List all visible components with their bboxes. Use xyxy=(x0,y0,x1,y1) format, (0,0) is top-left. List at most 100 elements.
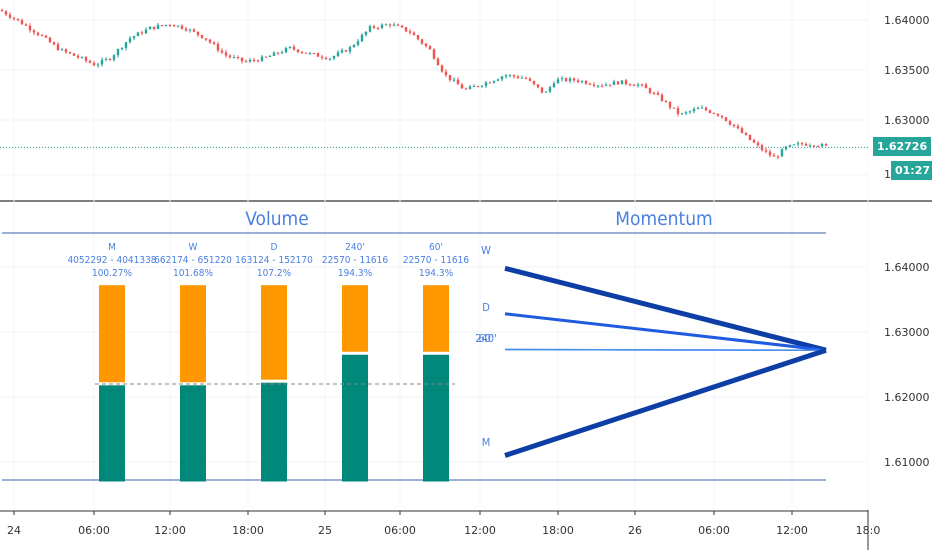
candle-body xyxy=(356,41,360,45)
candle-body xyxy=(616,81,620,85)
candle-body xyxy=(308,53,312,55)
volume-bar-teal xyxy=(261,382,287,482)
candle-body xyxy=(240,57,244,62)
candle-body xyxy=(628,83,632,86)
candle-body xyxy=(160,25,164,27)
momentum-line xyxy=(504,265,827,353)
volume-label-pct: 194.3% xyxy=(338,268,373,279)
candle-body xyxy=(740,128,744,134)
momentum-series-label: D xyxy=(482,301,490,314)
candle-body xyxy=(632,85,636,87)
candle-body xyxy=(96,64,100,66)
candle-body xyxy=(448,75,452,81)
candle-body xyxy=(220,50,224,53)
candle-body xyxy=(512,75,516,77)
time-tick-label: 12:00 xyxy=(464,524,496,537)
candle-body xyxy=(32,30,36,33)
volume-title: Volume xyxy=(245,208,308,230)
volume-label-range: 22570 - 11616 xyxy=(322,255,388,266)
candle-body xyxy=(400,25,404,28)
candle-body xyxy=(16,18,20,21)
candle-body xyxy=(548,87,552,92)
candle-body xyxy=(736,126,740,129)
candle-body xyxy=(460,84,464,89)
price-tick-label: 1.63500 xyxy=(884,64,930,77)
candle-body xyxy=(188,29,192,31)
candle-body xyxy=(320,56,324,58)
candle-body xyxy=(604,84,608,86)
time-tick-label: 24 xyxy=(7,524,21,537)
candle-body xyxy=(792,144,796,146)
current-price-badge: 1.62726 xyxy=(873,137,932,157)
candle-body xyxy=(260,56,264,62)
candle-body xyxy=(68,51,72,54)
candle-body xyxy=(144,29,148,34)
candle-body xyxy=(452,79,456,81)
candle-body xyxy=(680,113,684,115)
candle-body xyxy=(360,34,364,42)
candle-body xyxy=(56,44,60,51)
candle-body xyxy=(212,42,216,45)
candle-body xyxy=(208,39,212,43)
candle-body xyxy=(336,52,340,57)
candle-body xyxy=(668,101,672,108)
candle-body xyxy=(224,52,228,56)
candle-body xyxy=(788,144,792,147)
price-tick-label: 1.63000 xyxy=(884,326,930,339)
candle-body xyxy=(276,52,280,54)
volume-label-range: 662174 - 651220 xyxy=(154,255,232,266)
candle-body xyxy=(568,78,572,82)
candle-body xyxy=(724,117,728,122)
volume-label-pct: 107.2% xyxy=(257,268,292,279)
candle-body xyxy=(156,25,160,29)
candle-body xyxy=(4,11,8,15)
candle-body xyxy=(624,80,628,84)
candle-body xyxy=(324,57,328,60)
momentum-series-label: M xyxy=(482,436,491,449)
time-tick-label: 25 xyxy=(318,524,332,537)
candle-body xyxy=(820,144,824,147)
candle-body xyxy=(756,142,760,146)
candle-body xyxy=(532,80,536,85)
candle-body xyxy=(476,86,480,88)
candle-body xyxy=(340,50,344,53)
candle-body xyxy=(456,79,460,85)
candle-body xyxy=(92,62,96,66)
candle-body xyxy=(652,92,656,94)
candle-body xyxy=(772,155,776,157)
momentum-series-label: W xyxy=(481,244,491,257)
candle-body xyxy=(816,145,820,147)
candle-body xyxy=(136,32,140,37)
candle-body xyxy=(48,37,52,43)
candle-body xyxy=(576,80,580,82)
candle-body xyxy=(236,57,240,59)
candle-body xyxy=(560,78,564,80)
candle-body xyxy=(216,44,220,51)
candle-body xyxy=(140,32,144,34)
candle-body xyxy=(12,17,16,19)
candle-body xyxy=(84,57,88,61)
candle-body xyxy=(768,151,772,156)
candle-body xyxy=(36,32,40,35)
volume-label-range: 163124 - 152170 xyxy=(235,255,313,266)
candle-body xyxy=(804,144,808,146)
candle-body xyxy=(244,61,248,63)
candle-body xyxy=(176,25,180,27)
candle-body xyxy=(648,88,652,93)
momentum-series-label: 240' xyxy=(475,332,497,345)
candle-body xyxy=(88,60,92,63)
candle-body xyxy=(20,20,24,25)
candle-body xyxy=(312,53,316,55)
candle-body xyxy=(168,24,172,26)
candle-body xyxy=(640,84,644,86)
candle-body xyxy=(40,34,44,36)
candle-body xyxy=(796,143,800,145)
candle-body xyxy=(332,56,336,59)
volume-label-tf: D xyxy=(271,242,278,253)
price-tick-label: 1.61000 xyxy=(884,456,930,469)
candle-body xyxy=(764,150,768,152)
candle-body xyxy=(644,84,648,89)
candle-body xyxy=(612,81,616,85)
candle-body xyxy=(104,58,108,60)
